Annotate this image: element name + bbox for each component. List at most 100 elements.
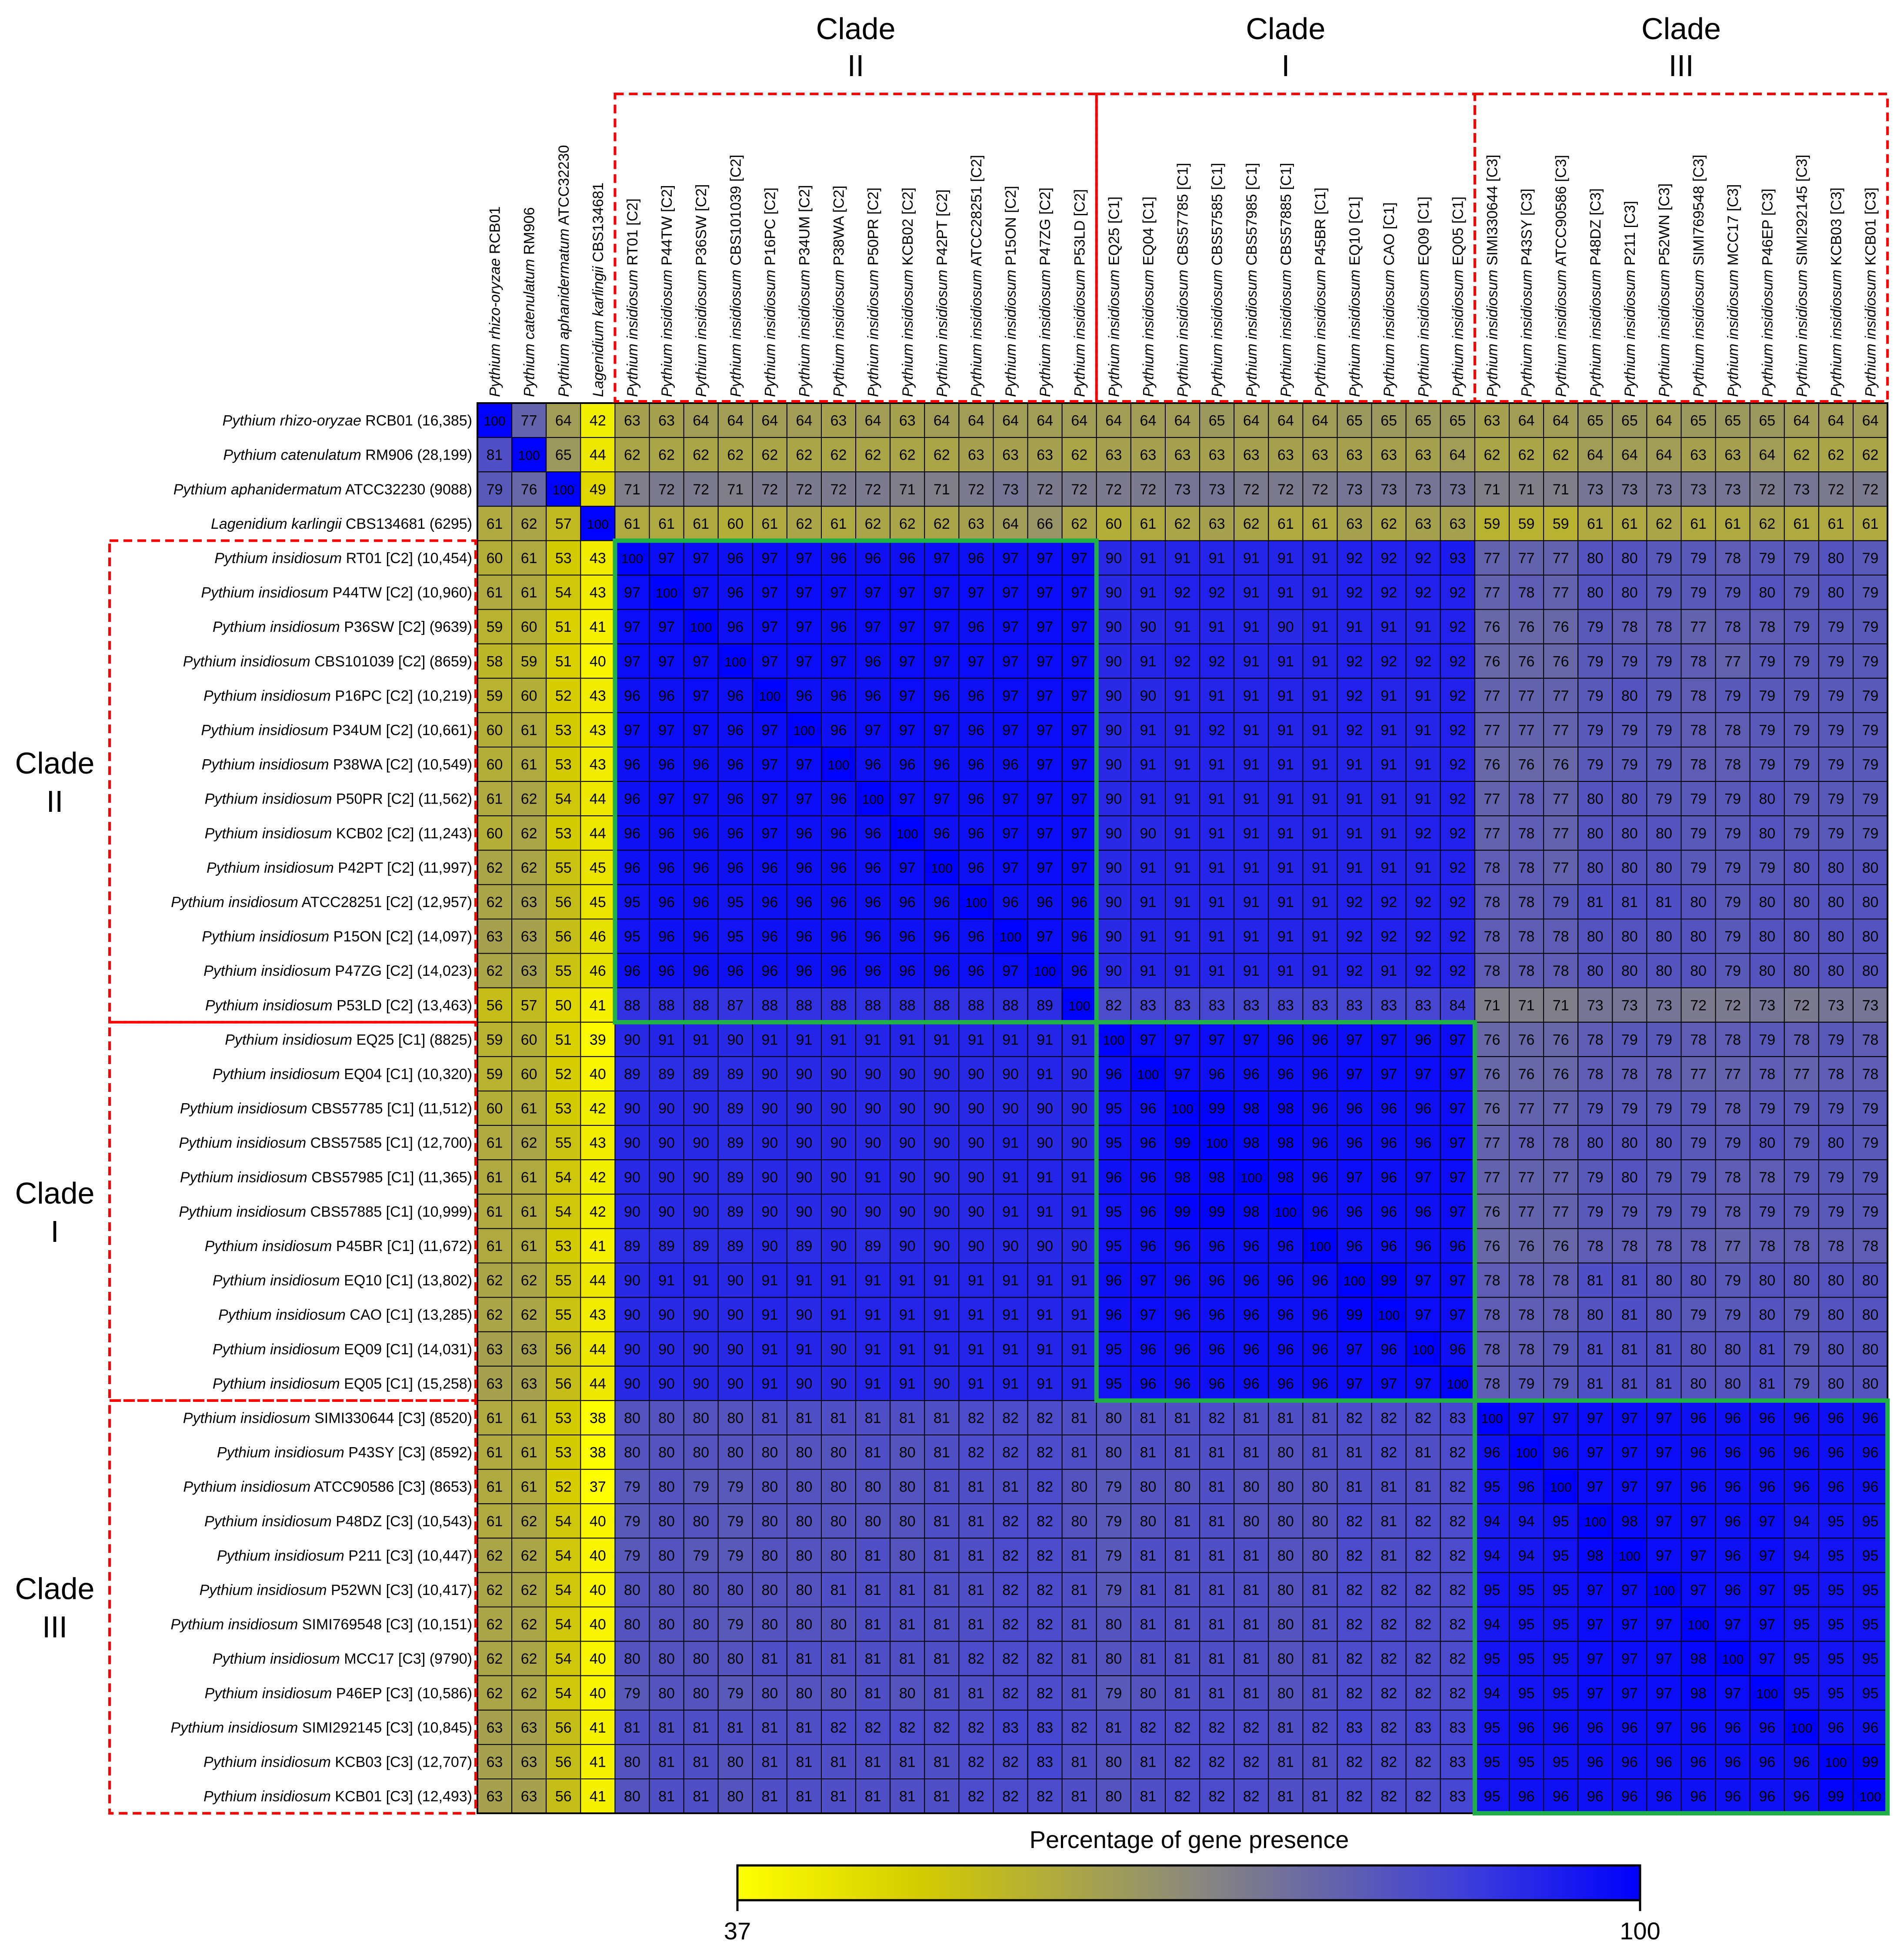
cell-value: 96 xyxy=(761,860,778,876)
cell-value: 91 xyxy=(1243,825,1260,842)
cell-value: 79 xyxy=(624,1513,640,1530)
row-label: Pythium aphanidermatum ATCC32230 (9088) xyxy=(173,481,472,498)
cell-value: 80 xyxy=(1656,963,1672,979)
cell-value: 90 xyxy=(693,1341,709,1358)
cell-value: 44 xyxy=(590,1272,606,1289)
cell-value: 79 xyxy=(1587,619,1604,635)
heatmap-cell xyxy=(511,540,547,576)
cell-value: 82 xyxy=(1380,1445,1397,1461)
cell-value: 97 xyxy=(1449,1204,1466,1220)
heatmap-cell xyxy=(1543,506,1579,541)
cell-value: 80 xyxy=(658,1410,675,1426)
cell-value: 80 xyxy=(1828,1307,1844,1323)
cell-value: 91 xyxy=(1209,894,1225,911)
cell-value: 42 xyxy=(590,1169,606,1186)
heatmap-cell xyxy=(1715,437,1751,473)
cell-value: 84 xyxy=(1449,997,1466,1014)
cell-value: 73 xyxy=(1587,997,1604,1014)
cell-value: 42 xyxy=(590,1204,606,1220)
cell-value: 73 xyxy=(1621,481,1638,498)
cell-value: 96 xyxy=(830,894,847,911)
cell-value: 79 xyxy=(1656,1169,1672,1186)
cell-value: 63 xyxy=(1312,447,1328,464)
heatmap-cell xyxy=(1612,574,1647,610)
cell-value: 81 xyxy=(830,1410,847,1426)
cell-value: 100 xyxy=(587,517,609,532)
cell-value: 81 xyxy=(865,1548,881,1564)
cell-value: 100 xyxy=(1791,1721,1812,1735)
cell-value: 96 xyxy=(1759,1445,1775,1461)
cell-value: 61 xyxy=(521,1410,537,1426)
heatmap-cell xyxy=(1302,540,1338,576)
cell-value: 96 xyxy=(1415,1238,1431,1254)
cell-value: 63 xyxy=(521,1719,537,1736)
cell-value: 82 xyxy=(968,1719,984,1736)
cell-value: 40 xyxy=(590,1513,606,1530)
heatmap-cell xyxy=(649,471,684,507)
cell-value: 81 xyxy=(1621,894,1638,911)
cell-value: 81 xyxy=(899,1410,916,1426)
cell-value: 81 xyxy=(968,1479,984,1495)
cell-value: 90 xyxy=(830,1101,847,1117)
cell-value: 81 xyxy=(1243,1651,1260,1667)
cell-value: 96 xyxy=(1140,1135,1157,1151)
heatmap-cell xyxy=(1027,403,1063,438)
cell-value: 90 xyxy=(693,1101,709,1117)
cell-value: 46 xyxy=(590,963,606,979)
cell-value: 90 xyxy=(693,1307,709,1323)
cell-value: 77 xyxy=(1690,1066,1707,1082)
cell-value: 96 xyxy=(865,963,881,979)
cell-value: 95 xyxy=(1518,1616,1535,1633)
cell-value: 91 xyxy=(1277,584,1294,601)
cell-value: 81 xyxy=(899,1788,916,1805)
heatmap-cell xyxy=(1612,506,1647,541)
cell-value: 96 xyxy=(1793,1788,1810,1805)
cell-value: 63 xyxy=(1415,447,1431,464)
row-label: Pythium insidiosum P50PR [C2] (11,562) xyxy=(205,791,472,807)
cell-value: 80 xyxy=(658,1548,675,1564)
cell-value: 96 xyxy=(968,963,984,979)
cell-value: 79 xyxy=(693,1479,709,1495)
cell-value: 80 xyxy=(1656,1272,1672,1289)
cell-value: 90 xyxy=(899,1204,916,1220)
cell-value: 90 xyxy=(934,1135,950,1151)
cell-value: 97 xyxy=(865,722,881,738)
cell-value: 51 xyxy=(555,653,572,670)
cell-value: 64 xyxy=(1312,413,1328,429)
cell-value: 97 xyxy=(1587,1479,1604,1495)
cell-value: 82 xyxy=(1346,1685,1363,1701)
cell-value: 96 xyxy=(1037,894,1053,911)
heatmap-cell xyxy=(717,403,753,438)
cell-value: 81 xyxy=(1380,1513,1397,1530)
cell-value: 91 xyxy=(1277,653,1294,670)
cell-value: 90 xyxy=(1002,1066,1019,1082)
cell-value: 79 xyxy=(1587,722,1604,738)
cell-value: 96 xyxy=(1449,1341,1466,1358)
cell-value: 82 xyxy=(1380,1685,1397,1701)
cell-value: 80 xyxy=(624,1445,640,1461)
cell-value: 97 xyxy=(1002,825,1019,842)
heatmap-cell xyxy=(1715,506,1751,541)
cell-value: 95 xyxy=(1484,1719,1501,1736)
cell-value: 89 xyxy=(727,1204,744,1220)
cell-value: 81 xyxy=(1140,1651,1157,1667)
cell-value: 91 xyxy=(761,1375,778,1392)
cell-value: 43 xyxy=(590,1307,606,1323)
row-label: Pythium insidiosum P53LD [C2] (13,463) xyxy=(205,997,472,1014)
cell-value: 76 xyxy=(1518,653,1535,670)
cell-value: 60 xyxy=(727,516,744,532)
cell-value: 91 xyxy=(1140,860,1157,876)
cell-value: 100 xyxy=(897,827,918,841)
cell-value: 97 xyxy=(1621,1685,1638,1701)
cell-value: 96 xyxy=(727,860,744,876)
cell-value: 81 xyxy=(934,1788,950,1805)
cell-value: 42 xyxy=(590,1101,606,1117)
cell-value: 96 xyxy=(865,757,881,773)
row-label: Pythium insidiosum P38WA [C2] (10,549) xyxy=(202,757,472,773)
cell-value: 80 xyxy=(1071,1479,1087,1495)
cell-value: 91 xyxy=(1243,860,1260,876)
cell-value: 90 xyxy=(1105,619,1122,635)
heatmap-cell xyxy=(855,540,891,576)
cell-value: 95 xyxy=(1105,1341,1122,1358)
cell-value: 80 xyxy=(865,1513,881,1530)
